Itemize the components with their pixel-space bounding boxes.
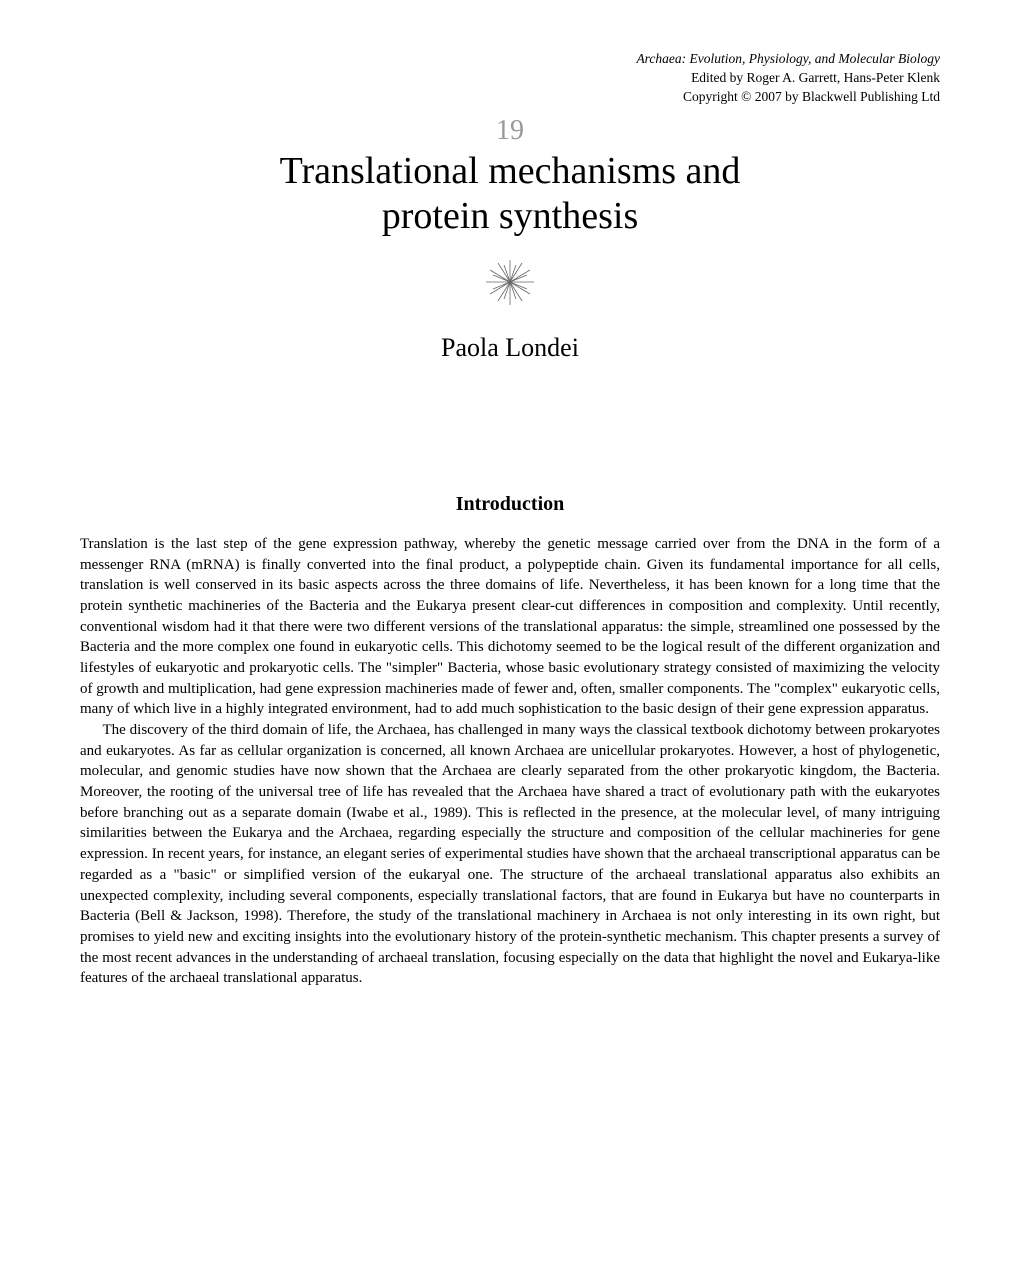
chapter-number: 19 <box>80 115 940 147</box>
book-title: Archaea: Evolution, Physiology, and Mole… <box>80 50 940 69</box>
chapter-title: Translational mechanisms and protein syn… <box>80 149 940 240</box>
body-text: Translation is the last step of the gene… <box>80 534 940 989</box>
book-copyright: Copyright © 2007 by Blackwell Publishing… <box>80 88 940 107</box>
author-name: Paola Londei <box>80 333 940 363</box>
book-header: Archaea: Evolution, Physiology, and Mole… <box>80 50 940 107</box>
chapter-title-line1: Translational mechanisms and <box>280 150 741 192</box>
ornament-icon <box>80 255 940 315</box>
chapter-title-line2: protein synthesis <box>382 195 638 237</box>
paragraph-1: Translation is the last step of the gene… <box>80 534 940 720</box>
book-editors: Edited by Roger A. Garrett, Hans-Peter K… <box>80 69 940 88</box>
paragraph-2: The discovery of the third domain of lif… <box>80 720 940 989</box>
section-heading: Introduction <box>80 493 940 516</box>
